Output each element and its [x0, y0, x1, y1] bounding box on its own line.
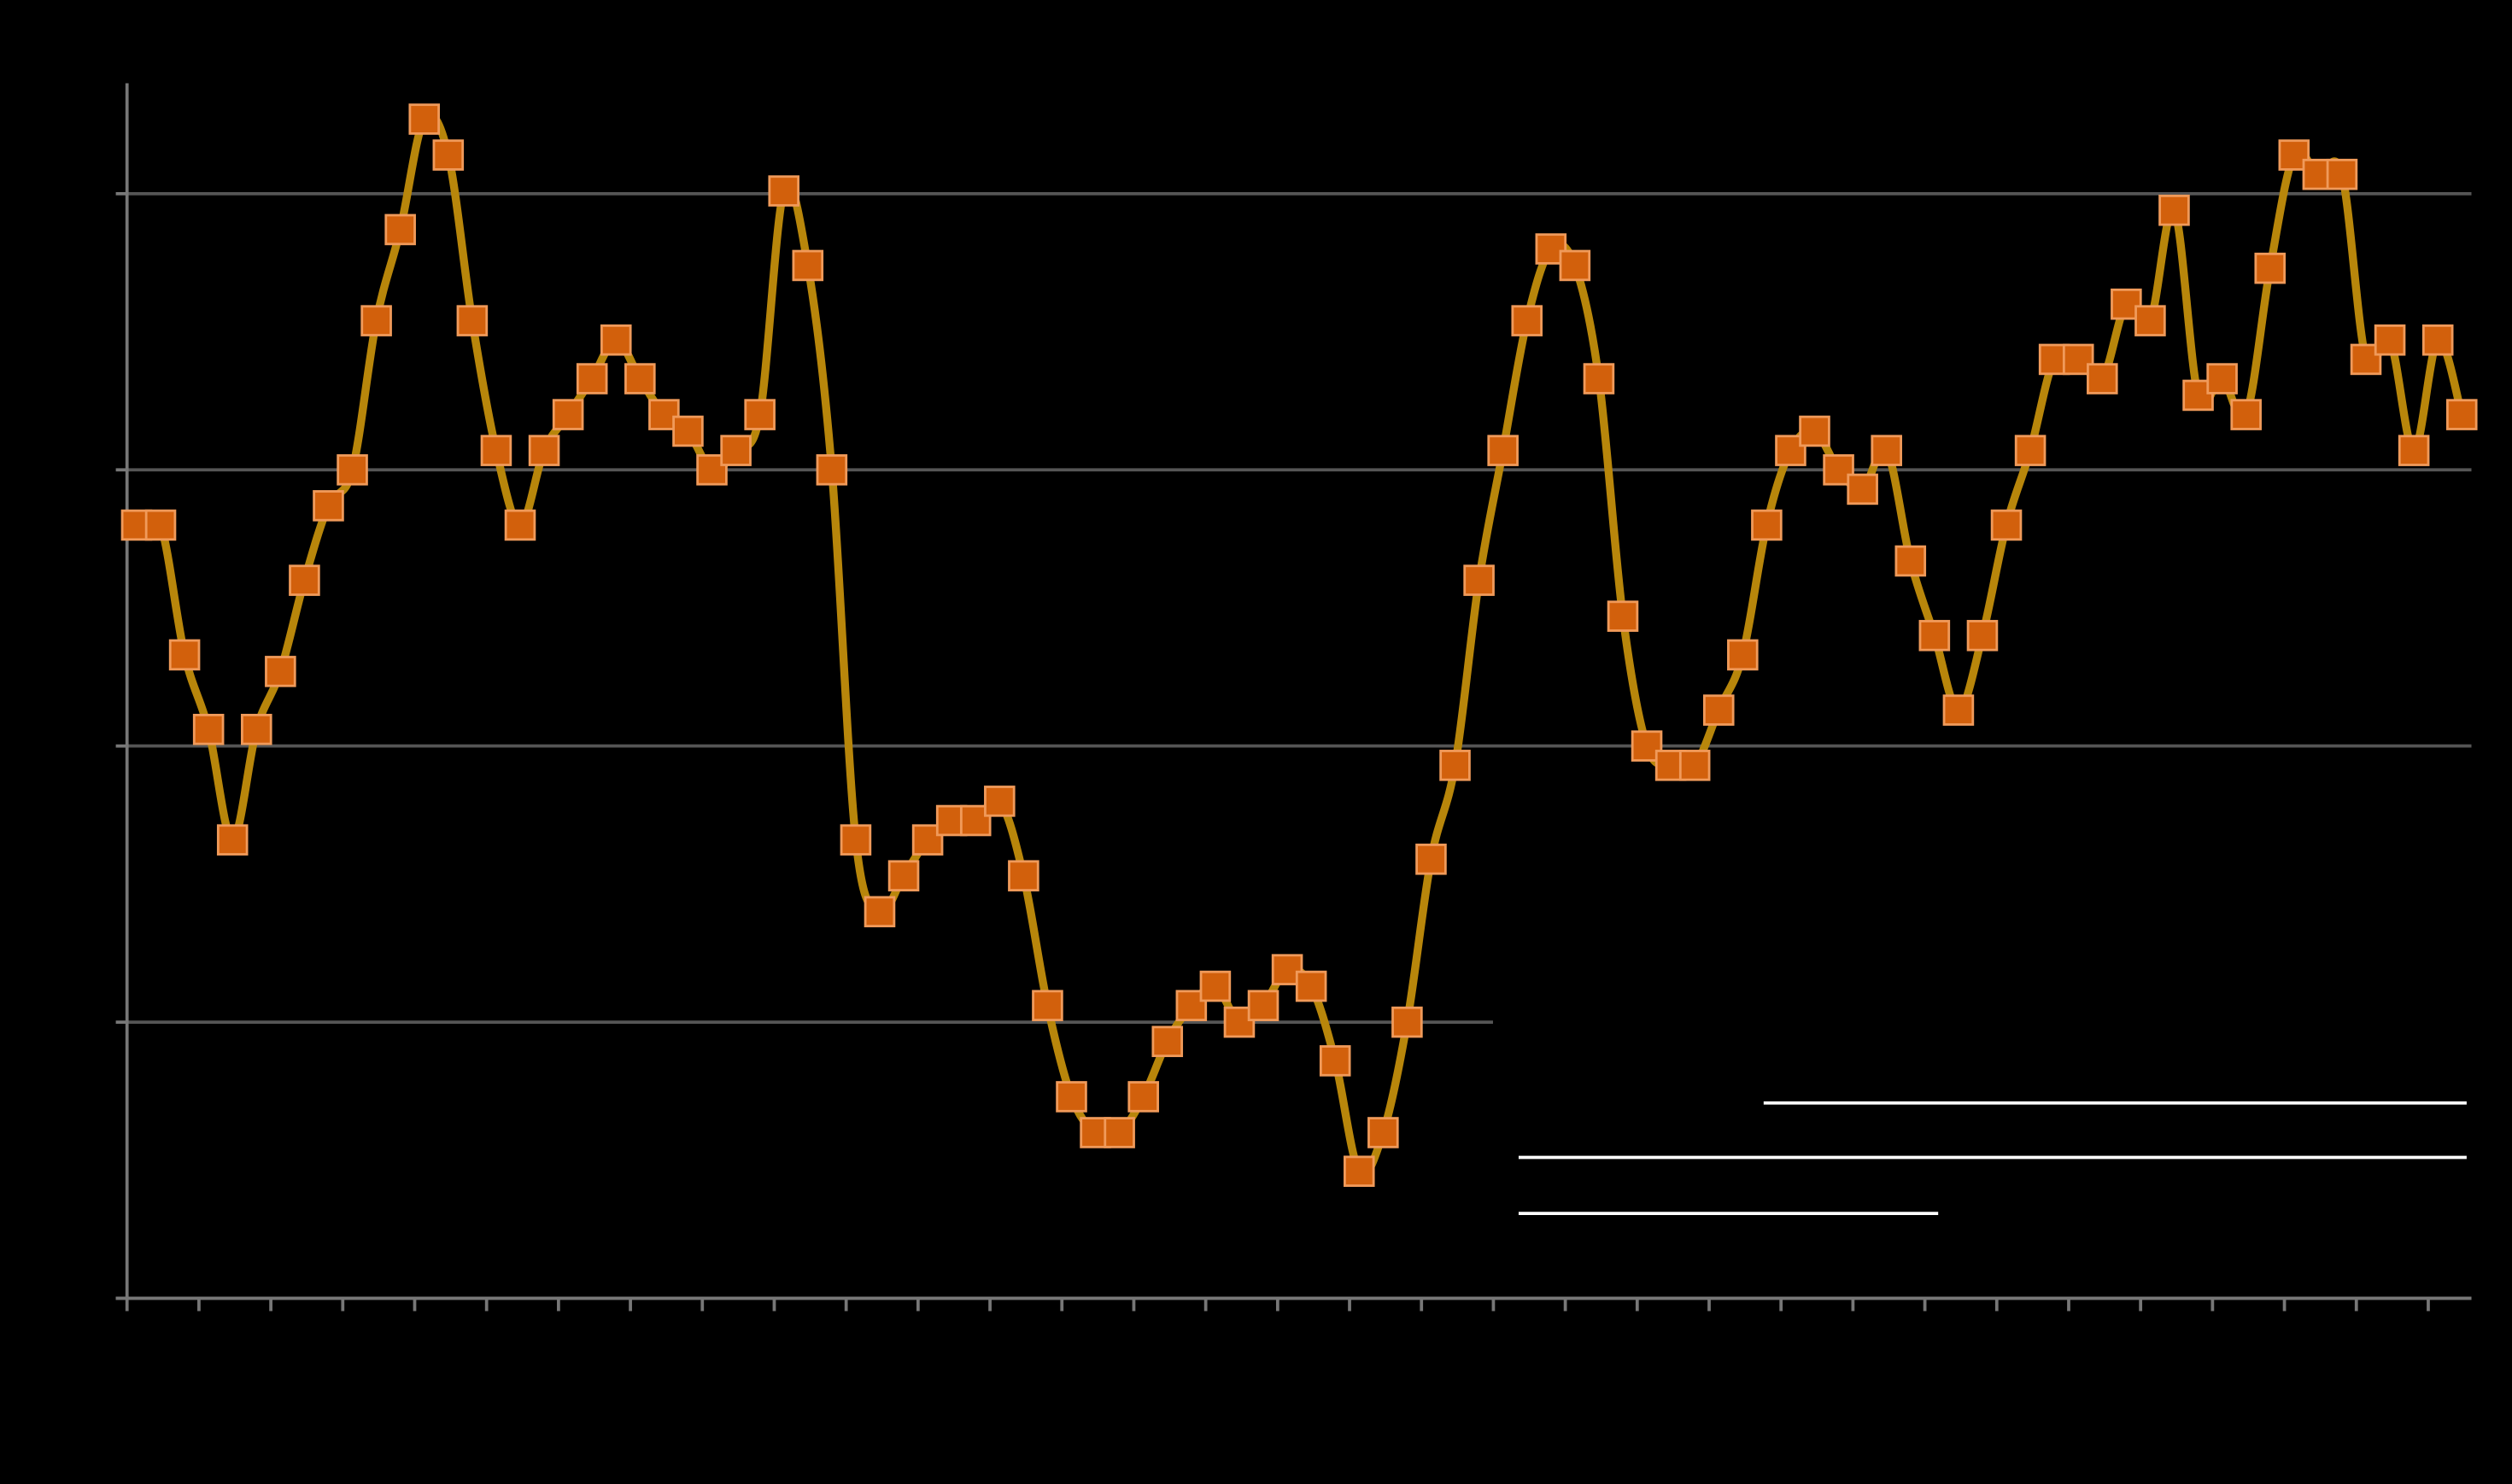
data-marker: [1415, 844, 1447, 875]
data-marker: [2014, 435, 2046, 466]
data-marker: [1559, 249, 1591, 282]
data-marker: [313, 490, 344, 522]
data-marker: [1295, 970, 1327, 1002]
data-marker: [672, 415, 704, 447]
data-marker: [1990, 509, 2023, 541]
data-marker: [1319, 1045, 1351, 1077]
data-marker: [600, 324, 632, 356]
data-marker: [1463, 564, 1495, 596]
data-marker: [887, 860, 920, 891]
data-marker: [2445, 399, 2478, 430]
data-marker: [241, 714, 272, 745]
data-marker: [552, 399, 584, 430]
data-marker: [1247, 990, 1279, 1021]
data-marker: [1032, 990, 1063, 1021]
data-marker: [1127, 1081, 1159, 1113]
data-marker: [720, 435, 752, 466]
data-marker: [1727, 639, 1759, 671]
data-marker: [2158, 194, 2190, 226]
legend-box: [1492, 1005, 2475, 1262]
data-marker: [456, 305, 489, 336]
data-marker: [864, 896, 896, 928]
data-marker: [768, 175, 800, 207]
data-marker: [360, 305, 392, 336]
data-marker: [1367, 1117, 1399, 1148]
data-marker: [1871, 435, 1902, 466]
y-tick-label: 1: [89, 1007, 103, 1035]
plot-area: [120, 103, 2478, 1188]
data-marker: [744, 399, 776, 430]
data-marker: [2254, 252, 2287, 284]
y-tick-label: 3: [89, 454, 103, 482]
data-marker: [2087, 363, 2118, 394]
data-marker: [576, 363, 608, 394]
data-marker: [792, 249, 824, 282]
data-marker: [1151, 1025, 1184, 1058]
data-marker: [432, 139, 465, 171]
data-marker: [144, 509, 177, 541]
data-marker: [265, 656, 296, 687]
data-marker: [624, 363, 656, 394]
data-marker: [1487, 435, 1519, 466]
data-marker: [984, 786, 1016, 817]
data-marker: [1199, 970, 1232, 1002]
data-marker: [1344, 1155, 1375, 1188]
data-marker: [2326, 158, 2358, 190]
data-marker: [504, 509, 536, 541]
data-marker: [480, 435, 512, 466]
data-marker: [1008, 860, 1039, 891]
y-tick-label: 0: [89, 1282, 103, 1311]
data-marker: [1678, 750, 1711, 781]
y-tick-label: 4: [89, 178, 103, 207]
data-marker: [192, 714, 225, 745]
data-marker: [1847, 473, 1878, 505]
data-marker: [816, 453, 848, 486]
data-marker: [2374, 324, 2406, 356]
data-marker: [216, 824, 249, 856]
data-marker: [168, 639, 201, 671]
data-marker: [408, 103, 441, 135]
data-marker: [1799, 415, 1830, 447]
data-marker: [337, 453, 368, 486]
data-marker: [1607, 600, 1639, 632]
data-marker: [2230, 399, 2262, 430]
data-marker: [1918, 620, 1951, 651]
data-marker: [1966, 620, 1999, 651]
data-marker: [1439, 750, 1471, 781]
y-tick-label: 2: [89, 731, 103, 759]
data-marker: [1391, 1006, 1423, 1038]
data-marker: [1511, 305, 1543, 336]
data-marker: [1823, 453, 1854, 486]
data-marker: [289, 564, 320, 596]
data-marker: [1942, 694, 1975, 726]
data-marker: [1702, 694, 1735, 726]
data-marker: [1894, 545, 1927, 577]
data-marker: [1751, 509, 1783, 541]
data-marker: [840, 824, 872, 856]
data-marker: [1104, 1117, 1135, 1148]
axes: 0 1 2 3 4: [89, 83, 2472, 1312]
data-marker: [1583, 363, 1615, 394]
data-marker: [1056, 1081, 1087, 1113]
data-marker: [384, 213, 416, 246]
data-marker: [2134, 305, 2166, 336]
data-marker: [2398, 435, 2430, 466]
data-marker: [2206, 363, 2238, 394]
data-marker: [2421, 324, 2454, 356]
data-marker: [528, 435, 560, 466]
